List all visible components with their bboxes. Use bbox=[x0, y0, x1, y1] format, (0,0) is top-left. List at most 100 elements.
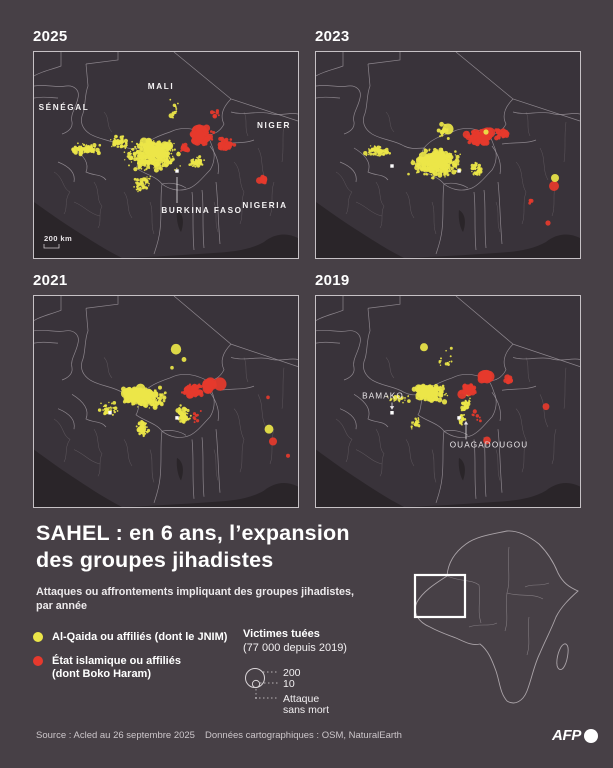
alqaida-attack-dot bbox=[153, 167, 155, 169]
alqaida-attack-dot bbox=[440, 169, 443, 171]
alqaida-attack-dot bbox=[170, 365, 174, 370]
map-label: NIGERIA bbox=[242, 201, 287, 210]
madagascar-outline bbox=[556, 643, 569, 671]
alqaida-attack-dot bbox=[398, 400, 401, 403]
alqaida-attack-dot bbox=[113, 410, 117, 414]
alqaida-attack-dot bbox=[363, 151, 368, 156]
islamic-state-attack-dot bbox=[224, 144, 230, 150]
alqaida-attack-dot bbox=[382, 149, 387, 153]
alqaida-attack-dot bbox=[129, 150, 132, 153]
islamic-state-attack-dot bbox=[266, 395, 270, 400]
alqaida-attack-dot bbox=[144, 152, 146, 154]
alqaida-attack-dot bbox=[108, 406, 110, 409]
alqaida-attack-dot bbox=[382, 149, 384, 151]
alqaida-attack-dot bbox=[140, 186, 142, 189]
alqaida-attack-dot bbox=[386, 395, 389, 398]
legend-alqaida-label: Al-Qaida ou affiliés (dont le JNIM) bbox=[52, 631, 228, 643]
alqaida-attack-dot bbox=[393, 395, 397, 399]
page-title: SAHEL : en 6 ans, l’expansion des groupe… bbox=[36, 520, 350, 574]
legend-item-alqaida: Al-Qaida ou affiliés (dont le JNIM) bbox=[33, 631, 227, 645]
alqaida-attack-dot bbox=[144, 183, 146, 185]
alqaida-attack-dot bbox=[474, 171, 476, 173]
islamic-state-attack-dot bbox=[468, 138, 472, 142]
alqaida-attack-dot bbox=[133, 167, 138, 172]
alqaida-attack-dot bbox=[430, 173, 433, 176]
alqaida-attack-dot bbox=[133, 154, 137, 158]
islamic-state-attack-dot bbox=[214, 115, 216, 118]
big-circle-icon bbox=[245, 668, 265, 688]
alqaida-attack-dot bbox=[430, 177, 433, 179]
alqaida-attack-dot bbox=[142, 434, 145, 438]
islamic-state-attack-dot bbox=[195, 130, 205, 141]
alqaida-attack-dot bbox=[435, 396, 437, 399]
alqaida-attack-dot bbox=[415, 386, 422, 393]
page-subtitle: Attaques ou affrontements impliquant des… bbox=[36, 585, 354, 613]
panel-2019: 2019 BAMAKO OUAGADOUGOU bbox=[315, 272, 581, 508]
alqaida-attack-dot bbox=[152, 403, 155, 407]
alqaida-attack-dot bbox=[443, 162, 448, 168]
alqaida-attack-dot bbox=[425, 173, 428, 176]
alqaida-attack-dot bbox=[149, 175, 151, 178]
alqaida-attack-dot bbox=[142, 425, 147, 429]
alqaida-attack-dot bbox=[147, 177, 149, 180]
alqaida-attack-dot bbox=[136, 181, 139, 183]
islamic-state-attack-dot bbox=[457, 389, 467, 400]
alqaida-attack-dot bbox=[179, 409, 182, 412]
alqaida-attack-dot bbox=[146, 176, 148, 178]
alqaida-attack-dot bbox=[156, 142, 162, 148]
alqaida-attack-dot bbox=[373, 145, 376, 147]
alqaida-attack-dot bbox=[137, 161, 142, 166]
legend: Al-Qaida ou affiliés (dont le JNIM) État… bbox=[33, 631, 227, 682]
alqaida-attack-dot bbox=[112, 139, 117, 144]
alqaida-attack-dot bbox=[145, 161, 148, 164]
alqaida-attack-dot bbox=[150, 160, 155, 165]
alqaida-attack-dot bbox=[145, 156, 148, 158]
islamic-state-attack-dot bbox=[217, 114, 220, 117]
alqaida-attack-dot bbox=[158, 162, 160, 165]
alqaida-attack-dot bbox=[368, 148, 370, 150]
alqaida-attack-dot bbox=[137, 190, 139, 193]
alqaida-attack-dot bbox=[455, 159, 458, 162]
alqaida-attack-dot bbox=[91, 146, 93, 149]
alqaida-attack-dot bbox=[201, 163, 204, 166]
alqaida-attack-dot bbox=[152, 396, 156, 400]
cartography-credit: Données cartographiques : OSM, NaturalEa… bbox=[205, 730, 402, 741]
alqaida-attack-dot bbox=[431, 154, 437, 160]
alqaida-attack-dot bbox=[450, 168, 453, 171]
alqaida-attack-dot bbox=[400, 397, 403, 400]
alqaida-attack-dot bbox=[434, 395, 436, 398]
islamic-state-attack-dot bbox=[501, 135, 505, 139]
alqaida-attack-dot bbox=[100, 402, 102, 405]
alqaida-attack-dot bbox=[108, 401, 110, 404]
alqaida-attack-dot bbox=[121, 135, 125, 138]
islamic-state-attack-dot bbox=[542, 403, 550, 411]
islamic-state-attack-dot bbox=[471, 385, 477, 391]
alqaida-attack-dot bbox=[85, 144, 88, 146]
alqaida-attack-dot bbox=[140, 167, 143, 170]
alqaida-attack-dot bbox=[124, 147, 127, 150]
alqaida-attack-dot bbox=[478, 173, 481, 176]
annotation-arrow-icon bbox=[463, 420, 469, 425]
alqaida-attack-dot bbox=[136, 150, 139, 153]
alqaida-attack-dot bbox=[155, 389, 157, 391]
alqaida-attack-dot bbox=[449, 161, 452, 164]
alqaida-attack-dot bbox=[177, 102, 179, 105]
alqaida-attack-dot bbox=[377, 149, 381, 153]
alqaida-attack-dot bbox=[179, 165, 181, 167]
alqaida-attack-dot bbox=[115, 135, 118, 138]
islamic-state-attack-dot bbox=[472, 133, 476, 137]
alqaida-attack-dot bbox=[140, 146, 143, 149]
alqaida-attack-dot bbox=[443, 165, 449, 172]
alqaida-attack-dot bbox=[129, 152, 132, 155]
alqaida-attack-dot bbox=[162, 399, 166, 403]
alqaida-attack-dot bbox=[463, 408, 465, 410]
alqaida-attack-dot bbox=[372, 152, 375, 156]
alqaida-attack-dot bbox=[470, 167, 473, 170]
alqaida-attack-dot bbox=[438, 392, 442, 396]
alqaida-attack-dot bbox=[410, 160, 416, 166]
alqaida-attack-dot bbox=[125, 387, 134, 396]
islamic-state-attack-dot bbox=[193, 417, 197, 421]
map-2019: BAMAKO OUAGADOUGOU bbox=[315, 295, 581, 508]
alqaida-attack-dot bbox=[413, 423, 417, 427]
islamic-state-attack-dot bbox=[472, 409, 477, 414]
